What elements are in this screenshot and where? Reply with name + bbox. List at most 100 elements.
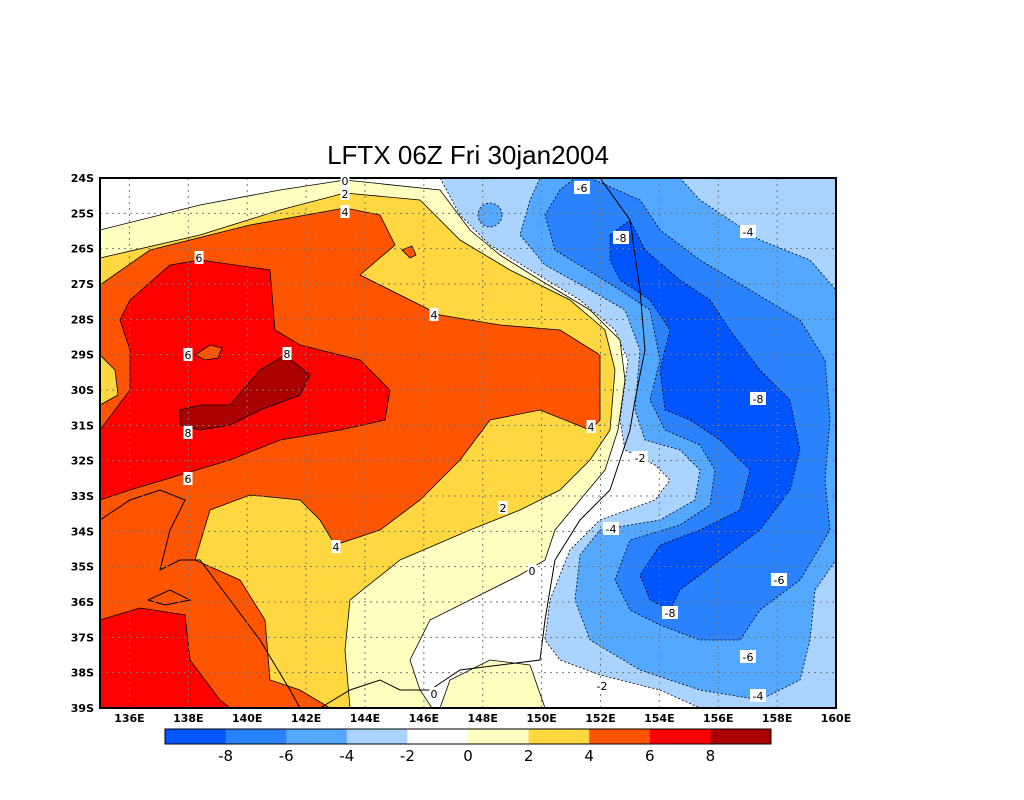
contour-label-bg: [340, 205, 350, 218]
coastline-south: [100, 489, 301, 708]
contour-label: -4: [753, 690, 764, 703]
lon-tick-label: 158E: [762, 712, 792, 725]
contour-label: -4: [606, 523, 617, 536]
colorbar-label: -8: [218, 747, 233, 765]
lat-tick-label: 30S: [71, 384, 94, 397]
contour-label: -8: [753, 393, 764, 406]
lon-tick-label: 150E: [526, 712, 556, 725]
contour-label-bg: [340, 187, 350, 200]
contour-label-bg: [429, 687, 439, 700]
contour-label-bg: [527, 564, 537, 577]
lat-tick-label: 25S: [71, 207, 94, 220]
contour-label: 2: [500, 502, 507, 515]
contour-label: -4: [743, 226, 754, 239]
contour-label: 2: [342, 188, 349, 201]
contour-label-bg: [771, 573, 787, 586]
lat-tick-label: 34S: [71, 525, 94, 538]
lon-tick-label: 142E: [291, 712, 321, 725]
contour-label: 6: [185, 473, 192, 486]
fill-6: [100, 259, 391, 501]
contour-label-bg: [603, 522, 619, 535]
contour-label: -6: [743, 651, 754, 664]
lat-tick-label: 37S: [71, 631, 94, 644]
fill-minus8: [609, 219, 801, 611]
contour-label-bg: [331, 540, 341, 553]
contour-label-bg: [429, 308, 439, 321]
colorbar-label: -4: [339, 747, 354, 765]
contour-label: 4: [342, 206, 349, 219]
lat-tick-label: 33S: [71, 490, 94, 503]
contour-label: 4: [431, 309, 438, 322]
contour-label: -2: [597, 680, 608, 693]
colorbar-swatch: [286, 729, 348, 744]
colorbar-label: 2: [524, 747, 534, 765]
colorbar-swatch: [528, 729, 590, 744]
fill-0-south: [439, 659, 546, 708]
contour-label-bg: [498, 501, 508, 514]
contour-label: 0: [431, 688, 438, 701]
lat-tick-label: 38S: [71, 667, 94, 680]
colorbar-swatch: [225, 729, 287, 744]
lon-tick-label: 136E: [114, 712, 144, 725]
contour-label: -6: [774, 574, 785, 587]
contour-label-bg: [662, 606, 678, 619]
contour-label-bg: [574, 181, 590, 194]
longitude-axis: 136E 138E 140E 142E 144E 146E 148E 150E 152E 154E…: [114, 712, 851, 725]
fill-8: [179, 354, 311, 431]
lat-tick-label: 26S: [71, 243, 94, 256]
lat-tick-label: 35S: [71, 561, 94, 574]
contour-label: -8: [616, 232, 627, 245]
colorbar-label: 4: [584, 747, 594, 765]
colorbar-label: -2: [400, 747, 415, 765]
gridlines: [100, 178, 836, 708]
contour-label: -8: [665, 607, 676, 620]
contour-label-bg: [632, 451, 648, 464]
coastline-gulf: [147, 589, 192, 606]
contour-label: 0: [529, 565, 536, 578]
contour-label-bg: [282, 347, 292, 360]
lon-tick-label: 140E: [232, 712, 262, 725]
contour-label-bg: [740, 225, 756, 238]
fill-6-notch: [194, 344, 223, 361]
colorbar: -8 -6 -4 -2 0 2 4 6 8: [164, 728, 772, 765]
lat-tick-label: 24S: [71, 172, 94, 185]
contour-label: 4: [333, 541, 340, 554]
colorbar-label: -6: [279, 747, 294, 765]
latitude-axis: 24S 25S 26S 27S 28S 29S 30S 31S 32S 33S 34S 35S 36S 3…: [71, 172, 94, 715]
contour-label: 0: [342, 175, 349, 188]
contour-label: 8: [185, 427, 192, 440]
colorbar-swatch: [346, 729, 408, 744]
lon-tick-label: 146E: [409, 712, 439, 725]
colorbar-swatch: [710, 729, 772, 744]
contour-label-bg: [594, 679, 610, 692]
lat-tick-label: 36S: [71, 596, 94, 609]
colorbar-swatch: [649, 729, 711, 744]
contour-fills: [100, 178, 836, 708]
plot-title: LFTX 06Z Fri 30jan2004: [327, 140, 609, 170]
colorbar-swatch: [407, 729, 469, 744]
lat-tick-label: 28S: [71, 313, 94, 326]
lon-tick-label: 156E: [703, 712, 733, 725]
colorbar-label: 0: [463, 747, 473, 765]
contour-label: 6: [196, 252, 203, 265]
fill-minus4-blob: [477, 202, 503, 228]
lon-tick-label: 152E: [585, 712, 615, 725]
contour-label-bg: [586, 420, 596, 433]
lat-tick-label: 29S: [71, 349, 94, 362]
contour-label-bg: [183, 348, 193, 361]
colorbar-swatch: [468, 729, 530, 744]
contour-label-bg: [613, 231, 629, 244]
lon-tick-label: 138E: [173, 712, 203, 725]
lon-tick-label: 148E: [467, 712, 497, 725]
colorbar-label: 6: [645, 747, 655, 765]
contour-label-bg: [340, 174, 350, 187]
fill-2-west: [100, 354, 119, 406]
lat-tick-label: 32S: [71, 455, 94, 468]
colorbar-label: 8: [706, 747, 716, 765]
colorbar-swatch: [589, 729, 651, 744]
lon-tick-label: 144E: [350, 712, 380, 725]
contour-label-bg: [750, 392, 766, 405]
contour-label: 4: [588, 421, 595, 434]
contour-label-bg: [183, 426, 193, 439]
